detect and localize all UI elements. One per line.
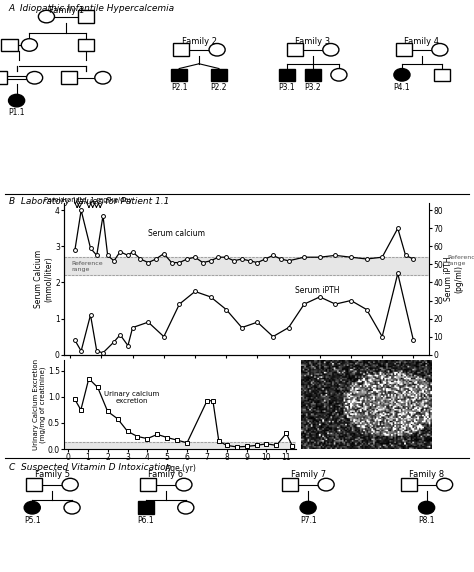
Bar [287, 43, 303, 56]
Bar [434, 69, 450, 81]
Circle shape [176, 478, 192, 491]
Circle shape [24, 501, 40, 514]
Text: Family 3: Family 3 [295, 37, 330, 46]
Text: P2.1: P2.1 [171, 82, 187, 92]
Circle shape [300, 501, 316, 514]
Text: P3.2: P3.2 [304, 82, 321, 92]
Bar [78, 10, 94, 23]
Bar [173, 43, 189, 56]
Circle shape [62, 478, 78, 491]
Text: P6.1: P6.1 [137, 516, 155, 525]
Bar [305, 69, 321, 81]
Circle shape [432, 43, 448, 56]
Text: Family 4: Family 4 [404, 37, 439, 46]
Circle shape [323, 43, 339, 56]
Circle shape [27, 72, 43, 84]
Text: P8.1: P8.1 [419, 516, 435, 525]
Text: Family 2: Family 2 [182, 37, 217, 46]
Text: Family 6: Family 6 [148, 470, 183, 479]
Circle shape [437, 478, 453, 491]
Text: P4.1: P4.1 [393, 82, 410, 92]
Bar [64, 442, 296, 449]
Bar [279, 69, 295, 81]
Bar [396, 43, 412, 56]
Y-axis label: Serum Calcium
(mmol/liter): Serum Calcium (mmol/liter) [34, 250, 54, 308]
Bar [211, 69, 227, 81]
Text: Serum iPTH: Serum iPTH [295, 287, 339, 295]
Text: A  Idiopathic Infantile Hypercalcemia: A Idiopathic Infantile Hypercalcemia [9, 3, 174, 13]
Text: C  Suspected Vitamin D Intoxication: C Suspected Vitamin D Intoxication [9, 463, 171, 472]
Text: P7.1: P7.1 [300, 516, 317, 525]
Y-axis label: Urinary Calcium Excretion
(mg/mg of creatinine): Urinary Calcium Excretion (mg/mg of crea… [33, 359, 46, 450]
Circle shape [318, 478, 334, 491]
Text: Family 7: Family 7 [291, 470, 326, 479]
Bar [140, 478, 156, 491]
Bar [64, 257, 429, 275]
Text: Family 1: Family 1 [49, 6, 84, 14]
Circle shape [209, 43, 225, 56]
Text: Reference
range: Reference range [447, 255, 474, 266]
X-axis label: Age (yr): Age (yr) [164, 463, 196, 472]
Text: P1.1: P1.1 [9, 108, 25, 117]
Circle shape [95, 72, 111, 84]
Bar [282, 478, 298, 491]
Bar [61, 72, 77, 84]
Bar [138, 501, 154, 514]
Circle shape [178, 501, 194, 514]
Bar [171, 69, 187, 81]
Bar [26, 478, 42, 491]
Text: Family 5: Family 5 [35, 470, 70, 479]
Text: Urinary calcium
excretion: Urinary calcium excretion [104, 391, 159, 404]
Circle shape [9, 94, 25, 107]
Circle shape [331, 69, 347, 81]
Text: Serum calcium: Serum calcium [148, 229, 205, 237]
Bar [401, 478, 417, 491]
Text: P3.1: P3.1 [278, 82, 295, 92]
Text: Pamidronate, 1 mg/kg/day: Pamidronate, 1 mg/kg/day [45, 197, 133, 203]
Text: P2.2: P2.2 [211, 82, 227, 92]
Circle shape [38, 10, 55, 23]
Text: P5.1: P5.1 [24, 516, 41, 525]
Text: B  Laboratory Values for Patient 1.1: B Laboratory Values for Patient 1.1 [9, 197, 170, 206]
Bar [0, 72, 7, 84]
Circle shape [394, 69, 410, 81]
Circle shape [64, 501, 80, 514]
Text: Family 8: Family 8 [409, 470, 444, 479]
Text: Reference
range: Reference range [72, 261, 103, 272]
Circle shape [419, 501, 435, 514]
Circle shape [21, 39, 37, 51]
Bar [78, 39, 94, 51]
Bar [1, 39, 18, 51]
Y-axis label: Serum iPTH
(pg/ml): Serum iPTH (pg/ml) [444, 257, 464, 301]
